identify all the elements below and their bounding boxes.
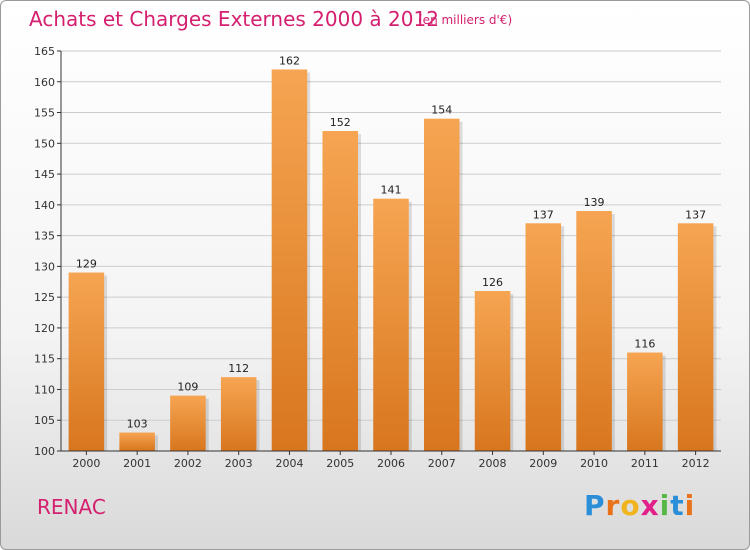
bar-2003 — [220, 377, 257, 451]
y-tick-label: 140 — [34, 199, 55, 212]
x-tick-label: 2011 — [631, 457, 659, 470]
brand-letter: o — [620, 489, 641, 522]
brand-letter: r — [605, 489, 621, 522]
bars — [68, 69, 717, 451]
x-tick-label: 2012 — [682, 457, 710, 470]
brand-letter: i — [659, 489, 671, 522]
value-label: 137 — [533, 208, 554, 221]
value-label: 129 — [76, 258, 97, 271]
value-label: 126 — [482, 276, 503, 289]
bar-2000 — [68, 272, 105, 451]
value-label: 137 — [685, 208, 706, 221]
x-tick-label: 2010 — [580, 457, 608, 470]
bar-2007 — [424, 118, 460, 451]
bar-2010 — [576, 211, 612, 451]
x-tick-label: 2001 — [123, 457, 151, 470]
y-tick-label: 125 — [34, 291, 55, 304]
bar-2002 — [170, 395, 206, 451]
value-label: 152 — [330, 116, 351, 129]
value-label: 112 — [228, 362, 249, 375]
bar-2012 — [677, 223, 714, 451]
value-label: 103 — [127, 418, 148, 431]
chart-subtitle: (en milliers d'€) — [418, 13, 513, 27]
bar-2006 — [373, 198, 409, 451]
y-tick-label: 110 — [34, 383, 55, 396]
x-tick-label: 2004 — [275, 457, 303, 470]
value-label: 109 — [177, 381, 198, 394]
x-tick-label: 2005 — [326, 457, 354, 470]
commune-name: RENAC — [37, 495, 106, 519]
y-tick-label: 120 — [34, 322, 55, 335]
x-tick-label: 2009 — [529, 457, 557, 470]
y-tick-label: 100 — [34, 445, 55, 458]
value-label: 139 — [584, 196, 605, 209]
proxiti-logo[interactable]: Proxiti — [584, 489, 695, 522]
y-tick-label: 105 — [34, 414, 55, 427]
labels: 100 105 110 115 120 125 130 135 140 145 150 155 160 1… — [34, 45, 710, 470]
y-tick-label: 160 — [34, 76, 55, 89]
bar-2001 — [119, 432, 155, 451]
bar-2011 — [627, 352, 663, 451]
bar-2004 — [271, 69, 308, 451]
y-tick-label: 135 — [34, 230, 55, 243]
y-tick-label: 150 — [34, 137, 55, 150]
x-tick-label: 2003 — [225, 457, 253, 470]
x-tick-label: 2008 — [479, 457, 507, 470]
y-tick-label: 165 — [34, 45, 55, 58]
y-tick-label: 115 — [34, 353, 55, 366]
y-tick-label: 145 — [34, 168, 55, 181]
bar-2009 — [525, 223, 562, 451]
x-tick-label: 2002 — [174, 457, 202, 470]
brand-letter: x — [640, 489, 660, 522]
brand-letter: i — [684, 489, 696, 522]
brand-letter: P — [584, 489, 606, 522]
bar-2008 — [474, 291, 511, 451]
brand-letter: t — [670, 489, 685, 522]
value-label: 141 — [381, 184, 402, 197]
y-tick-label: 155 — [34, 107, 55, 120]
value-label: 154 — [431, 104, 452, 117]
y-tick-label: 130 — [34, 260, 55, 273]
chart-title: Achats et Charges Externes 2000 à 2012 — [29, 7, 439, 31]
axes — [57, 50, 721, 455]
value-label: 162 — [279, 54, 300, 67]
x-tick-label: 2006 — [377, 457, 405, 470]
value-label: 116 — [634, 338, 655, 351]
x-tick-label: 2007 — [428, 457, 456, 470]
x-tick-label: 2000 — [72, 457, 100, 470]
bar-2005 — [322, 131, 358, 451]
